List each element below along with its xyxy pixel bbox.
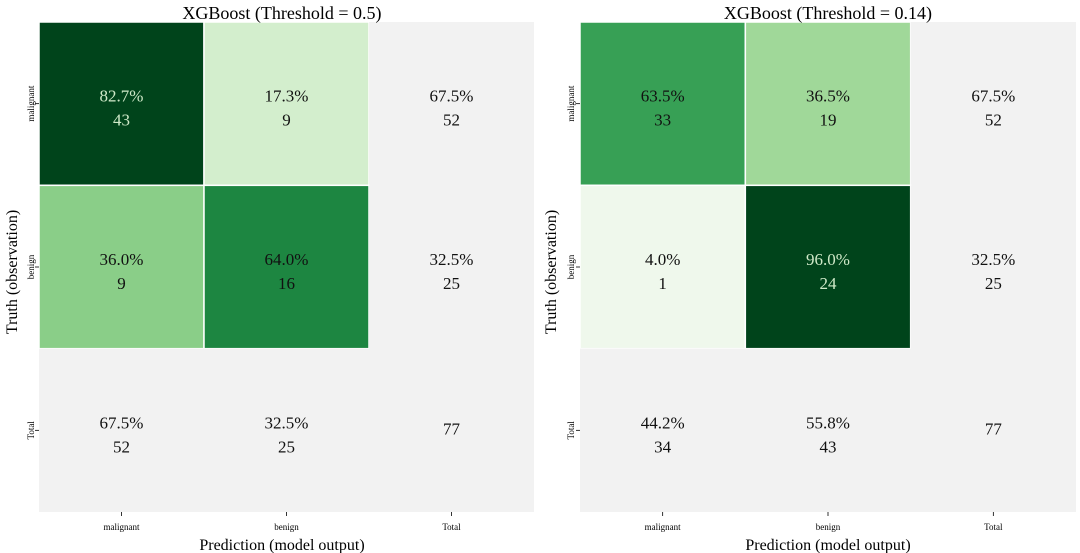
cell-count-label: 9 (282, 111, 291, 130)
cell-percent-label: 44.2% (641, 413, 685, 432)
chart-title: XGBoost (Threshold = 0.14) (724, 3, 932, 24)
cell-percent-label: 67.5% (430, 87, 474, 106)
heatmap-cell (910, 22, 1076, 186)
cell-count-label: 25 (278, 437, 295, 456)
x-tick-label: benign (816, 522, 841, 532)
cell-count-label: 25 (443, 274, 460, 293)
y-tick-label: malignant (566, 85, 576, 121)
heatmap-cell (579, 21, 747, 187)
confusion-matrix-chart: 63.5% 33 36.5% 19 67.5% 52 4.0% 1 96.0% 24 32.5% 25… (543, 3, 1076, 553)
y-axis-label: Truth (observation) (543, 210, 560, 334)
cell-percent-label: 32.5% (265, 413, 309, 432)
y-tick-label: benign (566, 254, 576, 279)
cell-count-label: 52 (113, 437, 130, 456)
cell-percent-label: 32.5% (971, 250, 1015, 269)
heatmap-cell (204, 348, 369, 512)
cell-count-label: 52 (443, 111, 460, 130)
cell-count-label: 19 (820, 111, 837, 130)
cell-count-label: 43 (113, 111, 130, 130)
heatmap-cell (744, 184, 912, 350)
cell-count-label: 16 (278, 274, 295, 293)
cell-count-label: 9 (117, 274, 126, 293)
heatmap-cell (38, 21, 205, 187)
heatmap-cell (39, 348, 204, 512)
x-tick-label: Total (984, 522, 1003, 532)
cell-percent-label: 82.7% (100, 87, 144, 106)
y-tick-label: benign (26, 254, 36, 279)
heatmap-cell (203, 21, 370, 187)
cell-count-label: 34 (654, 437, 672, 456)
heatmap-cell (580, 348, 746, 512)
cell-percent-label: 63.5% (641, 87, 685, 106)
heatmap-cell (369, 22, 534, 186)
heatmap-cell (369, 348, 534, 512)
cell-percent-label: 96.0% (806, 250, 850, 269)
cell-count-label: 43 (820, 437, 837, 456)
x-tick-label: benign (274, 522, 299, 532)
cell-percent-label: 17.3% (265, 87, 309, 106)
heatmap-cell (910, 185, 1076, 349)
cell-count-label: 52 (985, 111, 1002, 130)
cell-count-label: 77 (443, 419, 461, 438)
x-axis-label: Prediction (model output) (745, 537, 910, 553)
cell-count-label: 33 (654, 111, 671, 130)
y-tick-label: malignant (26, 85, 36, 121)
cell-count-label: 25 (985, 274, 1002, 293)
confusion-matrix-panel-threshold-0-5: 82.7% 43 17.3% 9 67.5% 52 36.0% 9 64.0% 16 32.5% 25… (4, 3, 534, 553)
x-axis-label: Prediction (model output) (199, 537, 364, 553)
cell-count-label: 24 (820, 274, 838, 293)
cell-percent-label: 67.5% (100, 413, 144, 432)
x-tick-label: malignant (645, 522, 681, 532)
heatmap-cell (38, 184, 205, 350)
heatmap-cell (910, 348, 1076, 512)
x-tick-label: malignant (104, 522, 140, 532)
cell-percent-label: 32.5% (430, 250, 474, 269)
confusion-matrix-chart: 82.7% 43 17.3% 9 67.5% 52 36.0% 9 64.0% 16 32.5% 25… (4, 3, 534, 553)
cell-percent-label: 36.5% (806, 87, 850, 106)
cell-percent-label: 64.0% (265, 250, 309, 269)
x-tick-label: Total (442, 522, 461, 532)
y-axis-label: Truth (observation) (4, 210, 21, 334)
cell-percent-label: 67.5% (971, 87, 1015, 106)
heatmap-cell (745, 348, 911, 512)
cell-percent-label: 36.0% (100, 250, 144, 269)
heatmap-cell (203, 184, 370, 350)
cell-count-label: 77 (985, 419, 1003, 438)
confusion-matrix-panel-threshold-0-14: 63.5% 33 36.5% 19 67.5% 52 4.0% 1 96.0% 24 32.5% 25… (540, 0, 1080, 553)
chart-title: XGBoost (Threshold = 0.5) (182, 3, 381, 24)
y-tick-label: Total (566, 421, 576, 440)
heatmap-cell (369, 185, 534, 349)
y-tick-label: Total (26, 421, 36, 440)
heatmap-cell (744, 21, 912, 187)
cell-percent-label: 55.8% (806, 413, 850, 432)
cell-percent-label: 4.0% (645, 250, 680, 269)
cell-count-label: 1 (658, 274, 667, 293)
